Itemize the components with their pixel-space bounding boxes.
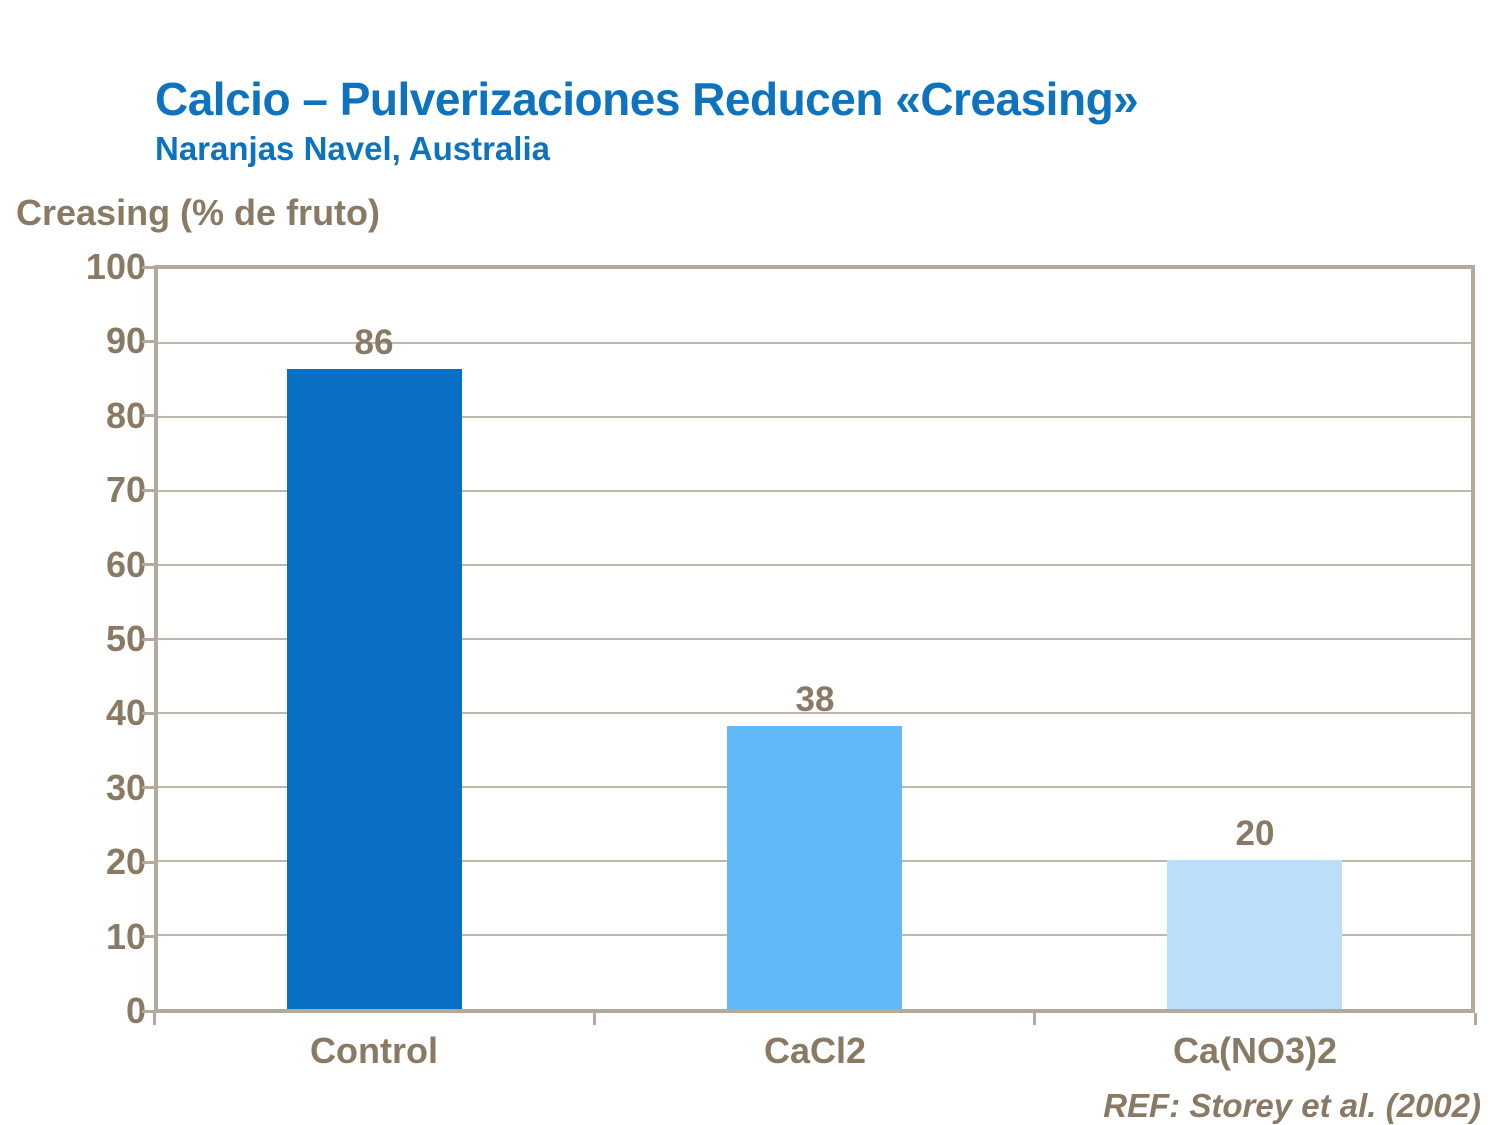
y-axis-tick-label: 60 [105,544,146,585]
y-axis-tick-label: 20 [105,841,146,882]
bar-cano32 [1167,860,1342,1009]
gridline-60 [158,564,1471,566]
gridline-90 [158,342,1471,344]
y-axis-tick-mark [142,935,154,938]
chart-subtitle: Naranjas Navel, Australia [155,130,550,167]
y-axis-tick-label: 40 [105,692,146,733]
y-axis-tick-label: 10 [105,916,146,957]
y-axis-tick-mark [142,563,154,566]
plot-area: 86 38 20 [154,265,1475,1013]
y-axis-tick-label: 70 [105,469,146,510]
y-axis-tick-mark [142,1010,154,1013]
x-axis-tick-mark [593,1013,596,1025]
x-category-label: Control [310,1030,438,1071]
gridline-80 [158,416,1471,418]
y-axis-tick-mark [142,489,154,492]
x-category-label: Ca(NO3)2 [1172,1030,1338,1071]
y-axis-tick-mark [142,340,154,343]
y-axis-title: Creasing (% de fruto) [16,192,381,233]
gridline-40 [158,712,1471,714]
y-axis-tick-mark [142,712,154,715]
gridline-50 [158,638,1471,640]
bar-value-label: 86 [354,323,394,362]
y-axis-tick-mark [142,414,154,417]
y-axis-tick-mark [142,266,154,269]
gridline-70 [158,490,1471,492]
bar-control [287,369,462,1009]
y-axis-tick-mark [142,638,154,641]
y-axis-tick-mark [142,861,154,864]
y-axis-tick-label: 30 [105,767,146,808]
bar-value-label: 38 [795,680,835,719]
bar-cacl2 [727,726,902,1009]
y-axis-tick-mark [142,786,154,789]
y-axis-tick-label: 0 [125,990,146,1031]
y-axis-tick-label: 100 [85,246,146,287]
y-axis-tick-label: 90 [105,320,146,361]
y-axis-tick-label: 50 [105,618,146,659]
x-axis-tick-mark [1474,1013,1477,1025]
chart-title: Calcio – Pulverizaciones Reducen «Creasi… [155,73,1139,125]
bar-value-label: 20 [1235,814,1275,853]
x-category-label: CaCl2 [763,1030,867,1071]
x-axis-tick-mark [1033,1013,1036,1025]
y-axis-tick-label: 80 [105,395,146,436]
x-axis-tick-mark [153,1013,156,1025]
reference-text: REF: Storey et al. (2002) [1103,1087,1481,1124]
